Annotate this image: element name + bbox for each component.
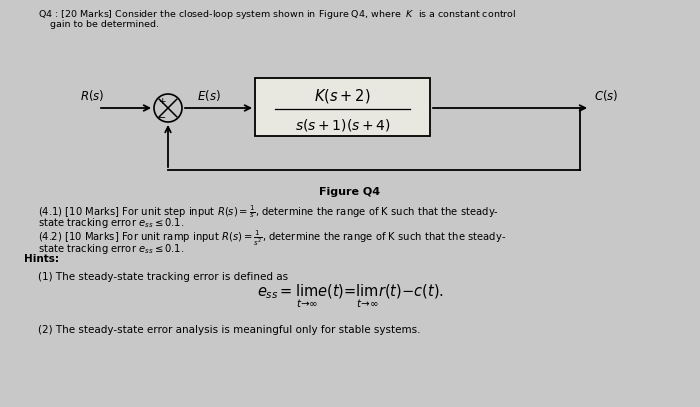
Text: Figure Q4: Figure Q4 [319,187,381,197]
Text: $R(s)$: $R(s)$ [80,88,104,103]
Text: (1) The steady-state tracking error is defined as: (1) The steady-state tracking error is d… [38,272,288,282]
Text: state tracking error $e_{ss} \leq 0.1$.: state tracking error $e_{ss} \leq 0.1$. [38,216,184,230]
Text: (4.2) [10 Marks] For unit ramp input $R(s) = \frac{1}{s^2}$, determine the range: (4.2) [10 Marks] For unit ramp input $R(… [38,228,506,247]
Text: $K(s+2)$: $K(s+2)$ [314,87,371,105]
Text: (4.1) [10 Marks] For unit step input $R(s) = \frac{1}{s}$, determine the range o: (4.1) [10 Marks] For unit step input $R(… [38,203,499,220]
Text: $e_{ss} = \lim_{t \to \infty} e(t) = \lim_{t \to \infty} r(t) - c(t).$: $e_{ss} = \lim_{t \to \infty} e(t) = \li… [256,282,444,310]
Text: state tracking error $e_{ss} \leq 0.1$.: state tracking error $e_{ss} \leq 0.1$. [38,242,184,256]
Bar [255,78,430,136]
Text: gain to be determined.: gain to be determined. [50,20,159,29]
Text: (2) The steady-state error analysis is meaningful only for stable systems.: (2) The steady-state error analysis is m… [38,325,421,335]
Text: $C(s)$: $C(s)$ [594,88,619,103]
Text: Q4 : [20 Marks] Consider the closed-loop system shown in Figure Q4, where  $K$  : Q4 : [20 Marks] Consider the closed-loop… [38,8,517,21]
Text: $s(s+1)(s+4)$: $s(s+1)(s+4)$ [295,117,391,133]
Text: $E(s)$: $E(s)$ [197,88,220,103]
Text: $-$: $-$ [157,112,167,121]
Text: Hints:: Hints: [24,254,59,264]
Text: +: + [158,96,165,105]
